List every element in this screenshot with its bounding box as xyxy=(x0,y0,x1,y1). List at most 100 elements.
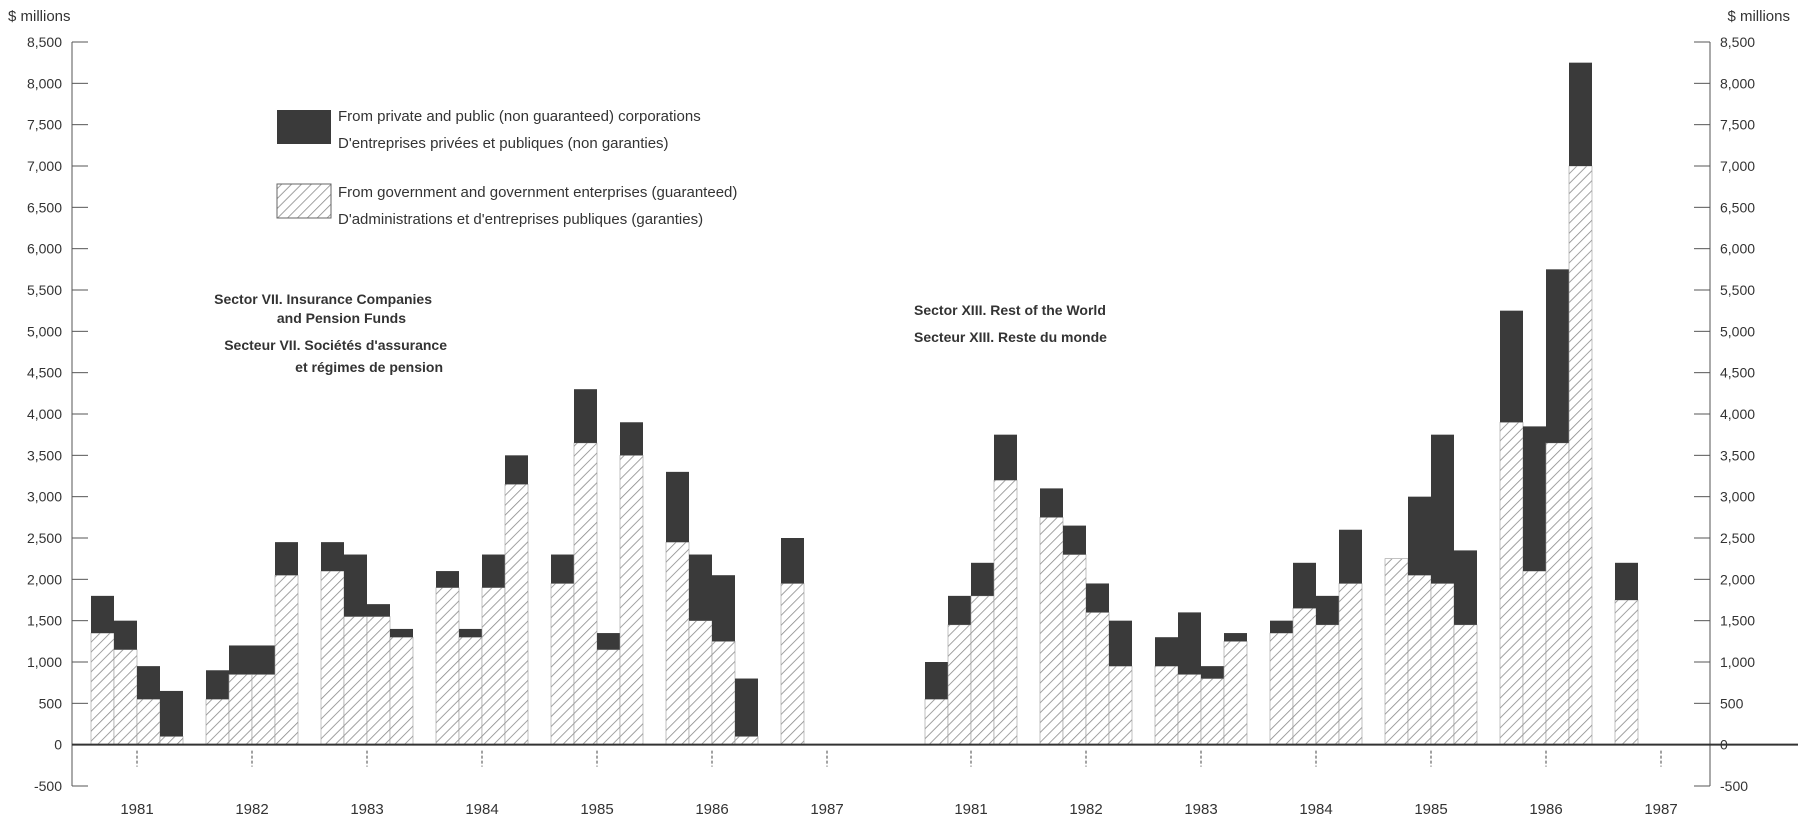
bar-private xyxy=(574,389,597,443)
bar-government xyxy=(688,620,713,745)
bar-government xyxy=(435,587,460,745)
year-label: 1987 xyxy=(810,801,843,818)
bar-government xyxy=(1177,674,1202,745)
left-tick-label: 5,500 xyxy=(27,282,62,298)
right-tick-label: 8,500 xyxy=(1720,34,1755,50)
bar-government xyxy=(1108,665,1133,745)
year-label: 1981 xyxy=(954,801,987,818)
bar-private xyxy=(1178,612,1201,675)
bar-government xyxy=(481,587,506,745)
bar-private xyxy=(735,678,758,737)
bar-private xyxy=(597,633,620,650)
bar-government xyxy=(159,736,184,745)
bar-private xyxy=(1109,620,1132,667)
bar-private xyxy=(1155,637,1178,667)
bar-government xyxy=(1062,554,1087,745)
right-tick-label: 4,000 xyxy=(1720,406,1755,422)
bar-private xyxy=(781,538,804,584)
left-tick-label: 0 xyxy=(54,737,62,753)
right-tick-label: 3,500 xyxy=(1720,447,1755,463)
sector-vii-title-fr-line2: et régimes de pension xyxy=(295,359,443,375)
bar-government xyxy=(251,674,276,745)
right-tick-label: 7,000 xyxy=(1720,158,1755,174)
bar-private xyxy=(436,571,459,588)
bar-government xyxy=(205,698,230,745)
bar-private xyxy=(1454,550,1477,625)
left-tick-label: 2,000 xyxy=(27,571,62,587)
bar-private xyxy=(275,542,298,576)
bar-private xyxy=(252,645,275,675)
bar-private xyxy=(321,542,344,572)
x-axis: 1981 1982 1983 1984 1985 1986 1987 1981 1982 1983… xyxy=(72,743,1798,818)
left-tick-label: 3,000 xyxy=(27,489,62,505)
sector-vii-title-line1: Sector VII. Insurance Companies xyxy=(214,291,432,307)
left-tick-label: 5,000 xyxy=(27,323,62,339)
bar-private xyxy=(994,434,1017,481)
bar-private xyxy=(1040,488,1063,518)
legend-private-fr: D'entreprises privées et publiques (non … xyxy=(338,135,669,152)
bar-private xyxy=(1408,496,1431,576)
legend-government-fr: D'administrations et d'entreprises publi… xyxy=(338,211,703,228)
year-label: 1986 xyxy=(695,801,728,818)
bar-government xyxy=(90,632,115,745)
bar-government xyxy=(320,570,345,745)
bar-private xyxy=(505,455,528,485)
bar-government xyxy=(1039,517,1064,745)
panel-title-sector-vii: Sector VII. Insurance Companies and Pens… xyxy=(214,291,447,375)
right-tick-label: 5,000 xyxy=(1720,323,1755,339)
bar-private xyxy=(1523,426,1546,572)
right-tick-label: 5,500 xyxy=(1720,282,1755,298)
year-label: 1983 xyxy=(1184,801,1217,818)
right-tick-label: 8,000 xyxy=(1720,75,1755,91)
bar-private xyxy=(948,595,971,625)
bar-government xyxy=(389,636,414,745)
bar-government xyxy=(136,698,161,745)
left-tick-label: 500 xyxy=(39,695,63,711)
bar-government xyxy=(1545,442,1570,745)
right-tick-label: 7,500 xyxy=(1720,117,1755,133)
bar-private xyxy=(666,471,689,543)
bar-government xyxy=(1430,583,1455,745)
left-tick-label: 8,500 xyxy=(27,34,62,50)
bar-government xyxy=(550,583,575,745)
bar-government xyxy=(993,479,1018,745)
bar-government xyxy=(1568,165,1593,745)
left-tick-label: 7,000 xyxy=(27,158,62,174)
left-unit-label: $ millions xyxy=(8,8,71,25)
year-label: 1985 xyxy=(1414,801,1447,818)
bar-private xyxy=(206,670,229,700)
bar-government xyxy=(780,583,805,745)
left-tick-label: 6,500 xyxy=(27,199,62,215)
bar-private xyxy=(390,628,413,638)
bar-private xyxy=(459,628,482,638)
bar-government xyxy=(1384,558,1409,745)
bar-government xyxy=(228,674,253,745)
bar-private xyxy=(137,666,160,700)
bar-private xyxy=(1569,62,1592,166)
year-label: 1982 xyxy=(235,801,268,818)
left-tick-label: 1,500 xyxy=(27,613,62,629)
bar-government xyxy=(366,616,391,745)
year-label: 1986 xyxy=(1529,801,1562,818)
bar-private xyxy=(1201,666,1224,679)
bar-government xyxy=(1499,421,1524,745)
panel-title-sector-xiii: Sector XIII. Rest of the World Secteur X… xyxy=(914,302,1107,345)
right-tick-label: -500 xyxy=(1720,778,1748,794)
bar-series xyxy=(90,62,1639,745)
bar-private xyxy=(925,662,948,700)
bar-government xyxy=(665,541,690,745)
bar-government xyxy=(1614,599,1639,745)
bar-private xyxy=(229,645,252,675)
right-y-axis: -50005001,0001,5002,0002,5003,0003,5004,… xyxy=(1694,34,1755,794)
bar-government xyxy=(1315,624,1340,745)
left-tick-label: 8,000 xyxy=(27,75,62,91)
left-tick-label: -500 xyxy=(34,778,62,794)
left-y-axis: -500 0 500 1,000 1,500 2,000 2,500 3,000 3,500 4,… xyxy=(27,34,88,794)
bar-government xyxy=(711,641,736,745)
bar-private xyxy=(1224,633,1247,642)
bar-government xyxy=(924,698,949,745)
bar-government xyxy=(619,455,644,745)
left-tick-label: 3,500 xyxy=(27,447,62,463)
bar-government xyxy=(1154,665,1179,745)
